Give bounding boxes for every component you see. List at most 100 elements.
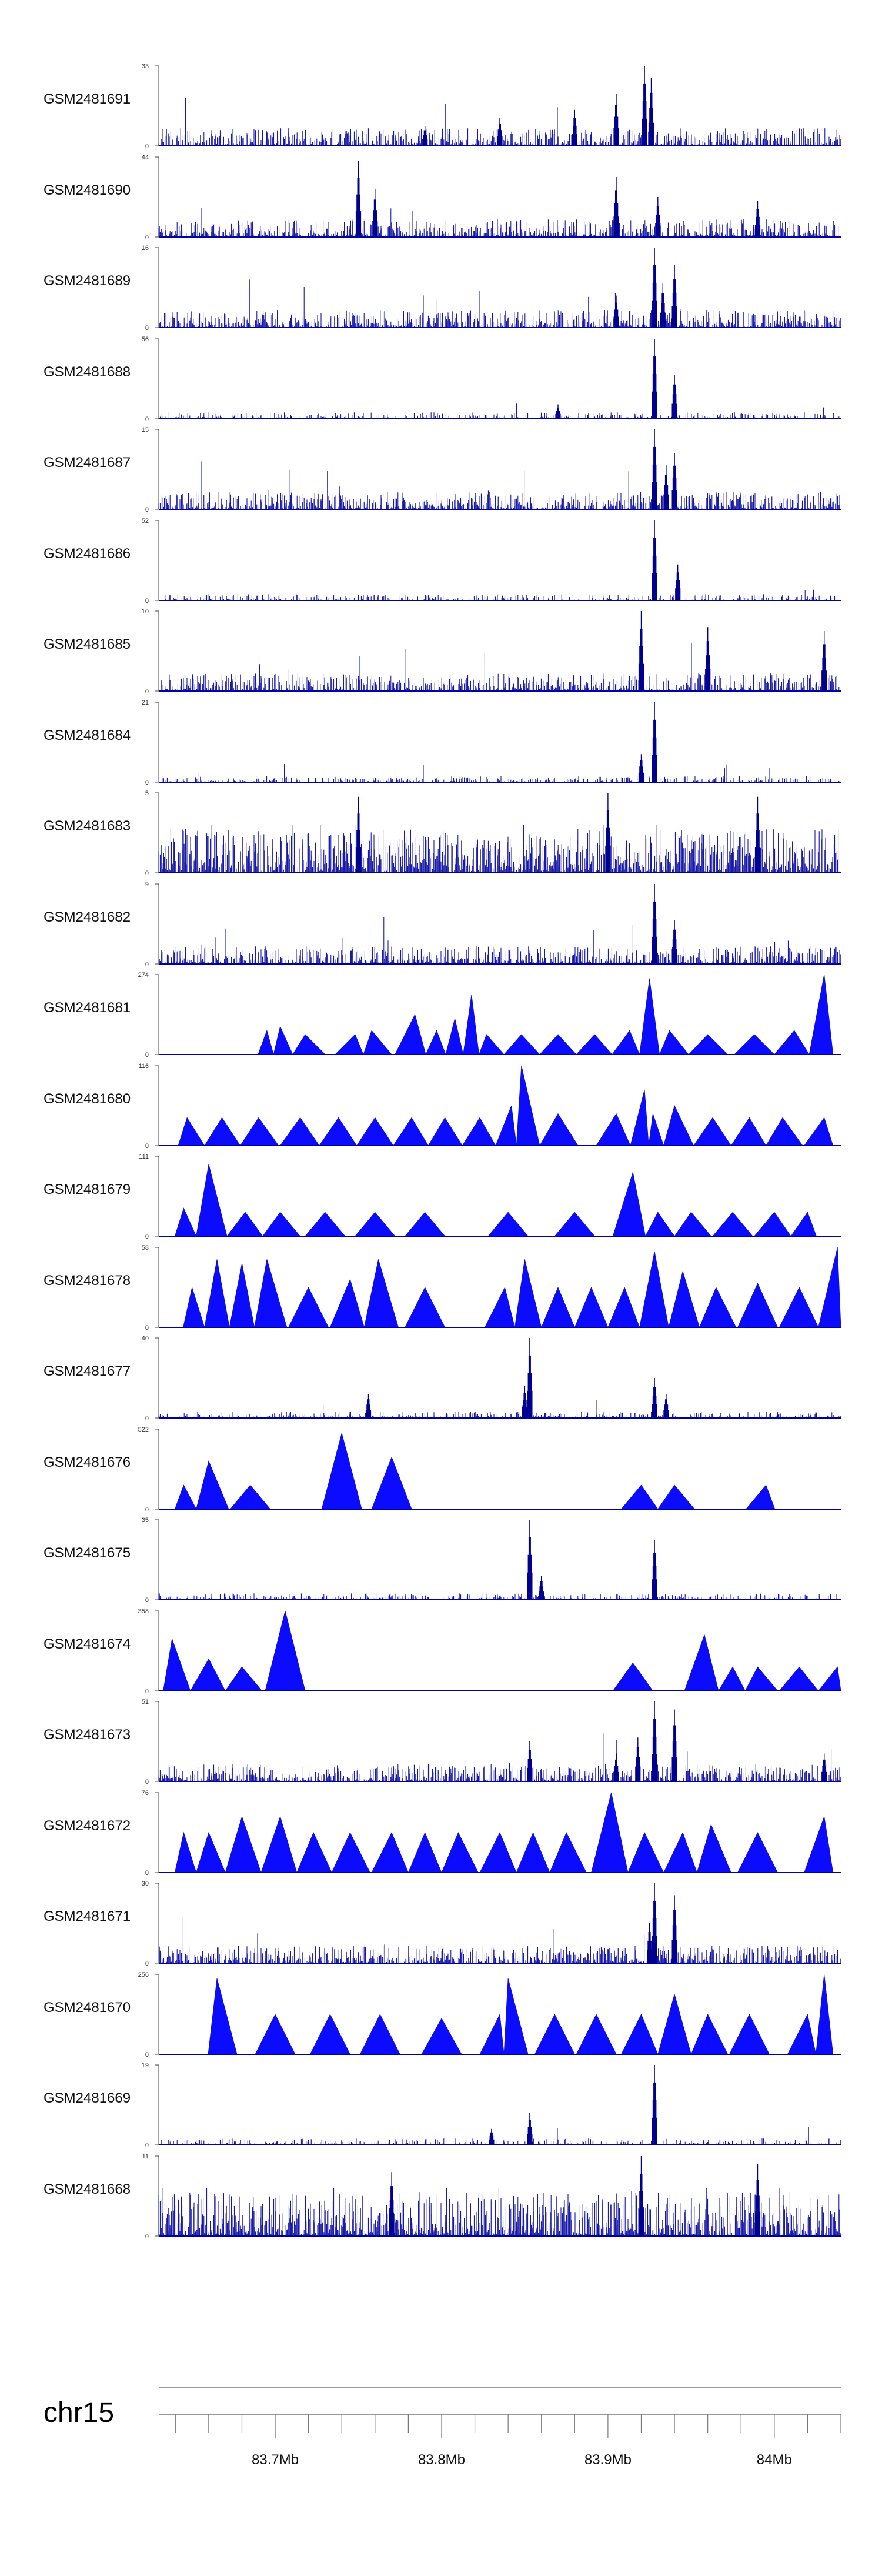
track-plot: 76 0 — [142, 1790, 841, 1877]
y-min-label: 0 — [145, 1052, 149, 1059]
track-GSM2481686: GSM2481686 52 0 — [0, 513, 882, 605]
coverage-background — [158, 643, 841, 691]
coverage-background — [158, 1593, 838, 1600]
y-max-label: 15 — [142, 426, 149, 433]
track-label: GSM2481671 — [44, 1908, 131, 1924]
track-GSM2481690: GSM2481690 44 0 — [0, 150, 882, 241]
y-min-label: 0 — [145, 234, 149, 241]
y-min-label: 0 — [145, 2142, 149, 2149]
track-GSM2481688: GSM2481688 56 0 — [0, 332, 882, 423]
coverage-peaks — [652, 883, 677, 964]
coverage-peaks — [652, 520, 681, 600]
coverage-area — [174, 1164, 817, 1237]
y-max-label: 358 — [138, 1608, 149, 1615]
y-max-label: 19 — [142, 2062, 149, 2069]
coverage-peaks — [555, 338, 677, 419]
track-GSM2481671: GSM2481671 30 0 — [0, 1876, 882, 1967]
track-GSM2481670: GSM2481670 256 0 — [0, 1967, 882, 2058]
track-GSM2481668: GSM2481668 11 0 — [0, 2149, 882, 2240]
coverage-background — [158, 461, 841, 509]
y-max-label: 21 — [142, 699, 149, 706]
track-label: GSM2481675 — [44, 1545, 131, 1561]
track-label: GSM2481681 — [44, 1000, 131, 1016]
x-tick-label: 83.7Mb — [252, 2452, 299, 2468]
track-label: GSM2481685 — [44, 636, 131, 652]
track-GSM2481672: GSM2481672 76 0 — [0, 1786, 882, 1877]
track-label: GSM2481677 — [44, 1363, 131, 1379]
y-min-label: 0 — [145, 506, 149, 513]
y-min-label: 0 — [145, 1143, 149, 1150]
x-tick-label: 83.9Mb — [584, 2452, 632, 2468]
x-tick-label: 83.8Mb — [418, 2452, 465, 2468]
track-label: GSM2481672 — [44, 1817, 131, 1834]
coverage-peaks — [527, 1701, 827, 1781]
y-min-label: 0 — [145, 961, 149, 968]
coverage-area — [174, 1432, 776, 1509]
track-plot: 35 0 — [142, 1517, 841, 1604]
track-plot: 44 0 — [142, 154, 841, 241]
y-max-label: 40 — [142, 1335, 149, 1342]
y-max-label: 30 — [142, 1880, 149, 1887]
coverage-background — [158, 1917, 841, 1963]
y-min-label: 0 — [145, 1415, 149, 1422]
y-min-label: 0 — [145, 1597, 149, 1604]
track-plot: 16 0 — [142, 245, 841, 332]
track-plot: 33 0 — [142, 63, 841, 150]
track-GSM2481679: GSM2481679 111 0 — [0, 1149, 882, 1240]
track-GSM2481684: GSM2481684 21 0 — [0, 695, 882, 786]
track-plot: 40 0 — [142, 1335, 841, 1422]
y-min-label: 0 — [145, 2051, 149, 2058]
track-plot: 15 0 — [142, 426, 841, 513]
track-GSM2481676: GSM2481676 522 0 — [0, 1422, 882, 1513]
track-label: GSM2481686 — [44, 545, 131, 562]
track-plot: 56 0 — [142, 336, 841, 423]
y-max-label: 76 — [142, 1790, 149, 1797]
coverage-peaks — [389, 2155, 761, 2236]
track-plot: 90 — [145, 881, 841, 968]
coverage-background — [158, 825, 840, 873]
y-min-label: 0 — [145, 1506, 149, 1513]
track-label: GSM2481680 — [44, 1090, 131, 1107]
track-label: GSM2481689 — [44, 273, 131, 289]
coverage-peaks — [489, 2065, 657, 2145]
y-min-label: 0 — [145, 598, 149, 605]
track-plot: 256 0 — [138, 1971, 841, 2058]
track-label: GSM2481684 — [44, 727, 131, 743]
coverage-background — [159, 917, 841, 964]
coverage-area — [258, 974, 834, 1055]
coverage-area — [208, 1974, 834, 2054]
y-max-label: 58 — [142, 1244, 149, 1252]
coverage-peaks — [638, 611, 827, 691]
track-label: GSM2481678 — [44, 1272, 131, 1289]
y-min-label: 0 — [145, 1960, 149, 1967]
track-GSM2481683: GSM2481683 5 0 — [0, 786, 882, 877]
y-max-label: 11 — [142, 2153, 149, 2160]
track-plot: 522 0 — [138, 1426, 841, 1513]
track-plot: 274 0 — [138, 972, 841, 1059]
track-GSM2481687: GSM2481687 15 0 — [0, 422, 882, 513]
track-label: GSM2481669 — [44, 2090, 131, 2106]
track-plot: 19 0 — [142, 2062, 841, 2149]
track-plot: 51 0 — [142, 1699, 841, 1786]
coverage-peaks — [638, 702, 657, 782]
coverage-background — [158, 403, 841, 419]
y-min-label: 0 — [145, 1233, 149, 1240]
track-plot: 21 0 — [142, 699, 841, 786]
coverage-peaks — [647, 1883, 677, 1963]
track-plot: 116 0 — [138, 1063, 841, 1150]
coverage-background — [159, 763, 840, 782]
y-min-label: 0 — [145, 143, 149, 150]
x-tick-label: 84Mb — [757, 2452, 792, 2468]
coverage-area — [183, 1247, 841, 1327]
y-max-label: 9 — [145, 881, 149, 888]
track-GSM2481673: GSM2481673 51 0 — [0, 1694, 882, 1786]
track-label: GSM2481682 — [44, 909, 131, 925]
track-GSM2481678: GSM2481678 58 0 — [0, 1240, 882, 1332]
y-max-label: 274 — [138, 972, 149, 979]
coverage-background — [158, 1733, 841, 1781]
track-label: GSM2481676 — [44, 1454, 131, 1470]
genomic-axis: 83.7Mb 83.8Mb 83.9Mb 84Mb — [159, 2387, 841, 2468]
y-min-label: 0 — [145, 1324, 149, 1332]
track-GSM2481681: GSM2481681 274 0 — [0, 967, 882, 1059]
